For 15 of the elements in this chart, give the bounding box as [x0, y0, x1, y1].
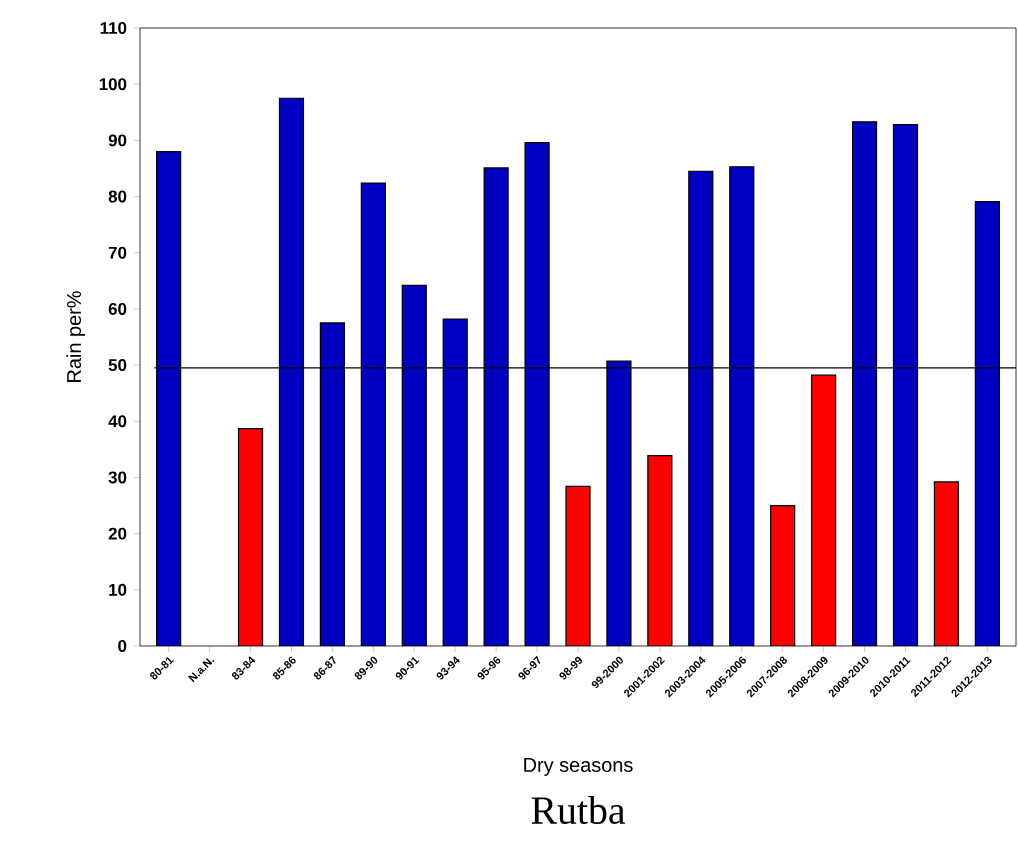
- y-tick-label: 10: [109, 583, 127, 596]
- y-tick-label: 0: [118, 640, 127, 652]
- y-tick-label: 70: [108, 246, 127, 259]
- y-tick-label: 90: [108, 134, 127, 147]
- y-tick-label: 40: [108, 415, 127, 428]
- x-axis-title: Dry seasons: [524, 758, 633, 776]
- y-tick-label: 20: [108, 527, 127, 540]
- y-axis-title: Rain per%: [66, 291, 86, 382]
- y-tick-label: 100: [99, 78, 127, 91]
- y-tick-label: 110: [100, 22, 127, 34]
- y-tick-label: 30: [108, 471, 127, 484]
- y-tick-label: 60: [108, 302, 127, 315]
- y-tick-label: 80: [108, 190, 127, 203]
- y-tick-label: 50: [108, 359, 127, 372]
- text: Rutba: [531, 795, 626, 825]
